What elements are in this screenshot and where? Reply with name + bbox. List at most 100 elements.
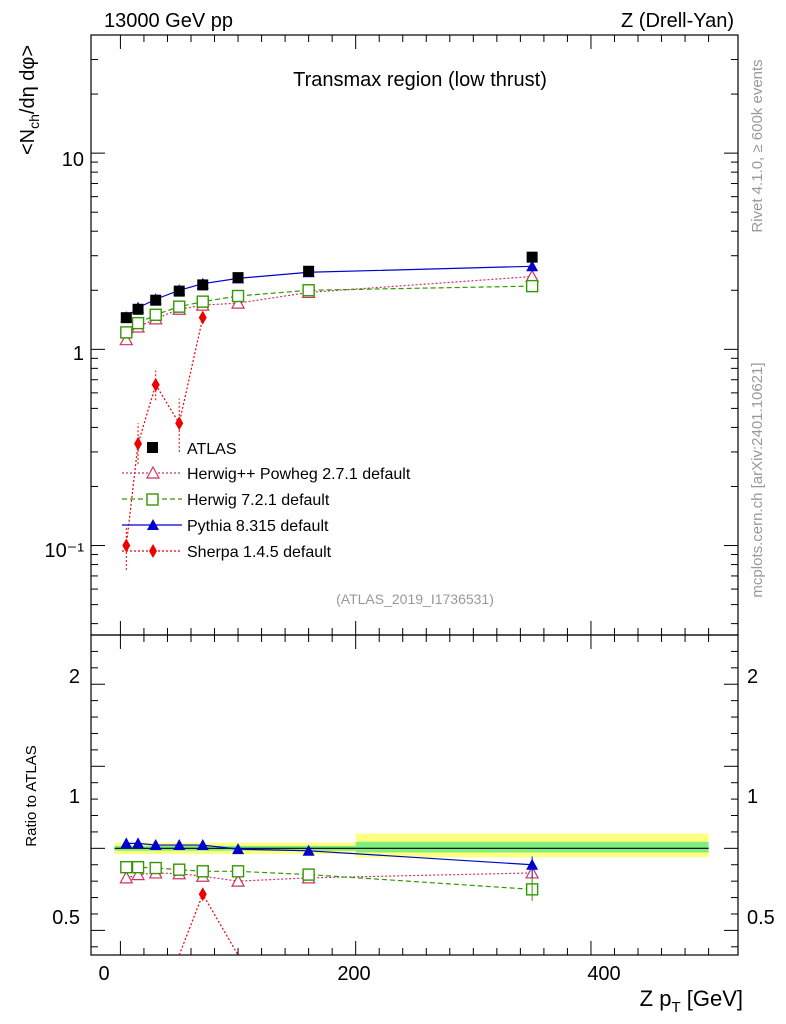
ratio-panel	[90, 634, 739, 956]
ratio-point-pythia	[120, 837, 133, 849]
ratio-ylabel: Ratio to ATLAS	[23, 745, 40, 846]
legend-label-atlas: ATLAS	[187, 441, 237, 458]
ratio-point-herwig_pp	[119, 870, 134, 884]
main-point-herwig72	[173, 300, 186, 313]
main-point-sherpa	[175, 416, 184, 431]
legend-marker-herwig-pp	[145, 465, 161, 479]
ratio-ytick-right-2: 2	[747, 666, 758, 688]
main-ylabel-part1: <N	[17, 129, 39, 155]
legend-marker-pythia	[147, 519, 159, 530]
main-point-pythia	[526, 260, 539, 272]
ratio-series	[119, 837, 540, 956]
main-point-ATLAS	[232, 272, 244, 284]
main-point-herwig72	[131, 316, 145, 330]
main-point-herwig72	[149, 308, 162, 321]
main-point-sherpa	[151, 377, 160, 392]
ratio-ytick-left-2: 2	[69, 666, 80, 688]
rivet-label: Rivet 4.1.0, ≥ 600k events	[749, 59, 766, 232]
ratio-axis-ticks	[91, 635, 738, 955]
ratio-ytick-left-0.5: 0.5	[52, 907, 80, 929]
main-point-herwig72	[525, 279, 539, 293]
main-ylabel-tail: /dη dφ>	[17, 45, 39, 114]
main-ylabel-sub: ch	[26, 114, 42, 129]
header-right: Z (Drell-Yan)	[621, 10, 734, 32]
main-line-herwig_pp	[125, 275, 533, 341]
ratio-band-green-high	[355, 841, 709, 853]
main-line-pythia	[125, 265, 533, 318]
ratio-point-herwig72	[149, 861, 162, 875]
ratio-point-herwig72	[131, 861, 145, 874]
ratio-ytick-right-1: 1	[747, 786, 758, 808]
ratio-point-sherpa	[198, 887, 207, 902]
ratio-ytick-labels: 0.5 1 2 0.5 1 2	[52, 666, 775, 929]
legend-label-sherpa: Sherpa 1.4.5 default	[187, 544, 332, 561]
legend-marker-herwig72	[146, 493, 159, 506]
main-point-ATLAS	[526, 251, 538, 263]
main-ytick-labels: 10⁻¹ 1 10	[45, 149, 85, 562]
header-left: 13000 GeV pp	[104, 10, 233, 32]
ratio-ytick-left-1: 1	[69, 786, 80, 808]
ratio-point-pythia	[232, 843, 245, 855]
main-series	[119, 251, 540, 571]
main-point-herwig72	[231, 289, 245, 303]
ratio-point-pythia	[173, 839, 186, 851]
legend-label-herwig-pp: Herwig++ Powheg 2.7.1 default	[187, 466, 411, 483]
xlabel-sub: T	[671, 999, 680, 1016]
legend-entry-pythia: Pythia 8.315 default	[122, 518, 329, 535]
ratio-point-herwig72	[231, 865, 245, 878]
legend-marker-sherpa	[149, 544, 157, 558]
main-point-ATLAS	[150, 294, 162, 306]
xtick-label-0: 0	[98, 963, 109, 985]
ratio-frame	[90, 634, 739, 956]
main-point-herwig_pp	[119, 332, 134, 346]
main-ylabel: <Nch/dη dφ>	[17, 45, 42, 155]
main-axis-ticks	[91, 34, 738, 635]
legend-entry-herwig72: Herwig 7.2.1 default	[122, 492, 330, 509]
xlabel-unit: [GeV]	[681, 986, 743, 1011]
analysis-id: (ATLAS_2019_I1736531)	[336, 591, 494, 607]
ratio-point-herwig72	[120, 861, 133, 874]
ratio-point-herwig72	[196, 865, 209, 878]
mcplots-label: mcplots.cern.ch [arXiv:2401.10621]	[749, 362, 766, 597]
xtick-labels: 0 200 400	[98, 963, 620, 985]
legend-entry-herwig-pp: Herwig++ Powheg 2.7.1 default	[122, 465, 411, 483]
ratio-line-herwig72	[126, 866, 533, 890]
main-point-ATLAS	[132, 303, 144, 315]
ratio-point-herwig72	[173, 863, 186, 876]
legend: ATLAS Herwig++ Powheg 2.7.1 default Herw…	[122, 441, 411, 561]
main-title: Transmax region (low thrust)	[293, 69, 547, 91]
ratio-point-herwig72	[302, 868, 315, 881]
ratio-point-pythia	[196, 839, 209, 851]
main-point-herwig_pp	[231, 295, 246, 309]
main-point-herwig_pp	[525, 269, 540, 283]
main-point-sherpa	[122, 538, 131, 553]
main-ytick-label-1: 1	[73, 343, 84, 365]
main-point-ATLAS	[197, 279, 209, 291]
main-ytick-label-0.1: 10⁻¹	[45, 540, 85, 562]
ratio-line-herwig_pp	[126, 872, 533, 882]
main-point-ATLAS	[173, 285, 185, 297]
legend-label-herwig72: Herwig 7.2.1 default	[187, 492, 330, 509]
legend-entry-atlas: ATLAS	[147, 441, 237, 458]
xlabel: Z pT [GeV]	[640, 986, 743, 1016]
ratio-point-pythia	[302, 844, 315, 856]
main-ytick-label-10: 10	[62, 149, 84, 171]
legend-label-pythia: Pythia 8.315 default	[187, 518, 329, 535]
xtick-label-400: 400	[587, 963, 620, 985]
ratio-point-herwig_pp	[231, 873, 246, 887]
main-point-ATLAS	[303, 265, 315, 277]
legend-entry-sherpa: Sherpa 1.4.5 default	[122, 544, 332, 561]
xlabel-main: Z p	[640, 986, 672, 1011]
ratio-line-sherpa	[178, 892, 239, 956]
ratio-point-herwig_pp	[131, 867, 146, 881]
ratio-ytick-right-0.5: 0.5	[747, 907, 775, 929]
main-line-herwig72	[125, 285, 533, 333]
main-point-sherpa	[134, 436, 143, 451]
ratio-point-pythia	[132, 837, 145, 849]
xtick-label-200: 200	[337, 963, 370, 985]
ratio-point-pythia	[149, 839, 162, 851]
main-point-herwig72	[120, 326, 133, 339]
main-point-ATLAS	[120, 312, 132, 324]
legend-marker-atlas	[147, 442, 158, 453]
